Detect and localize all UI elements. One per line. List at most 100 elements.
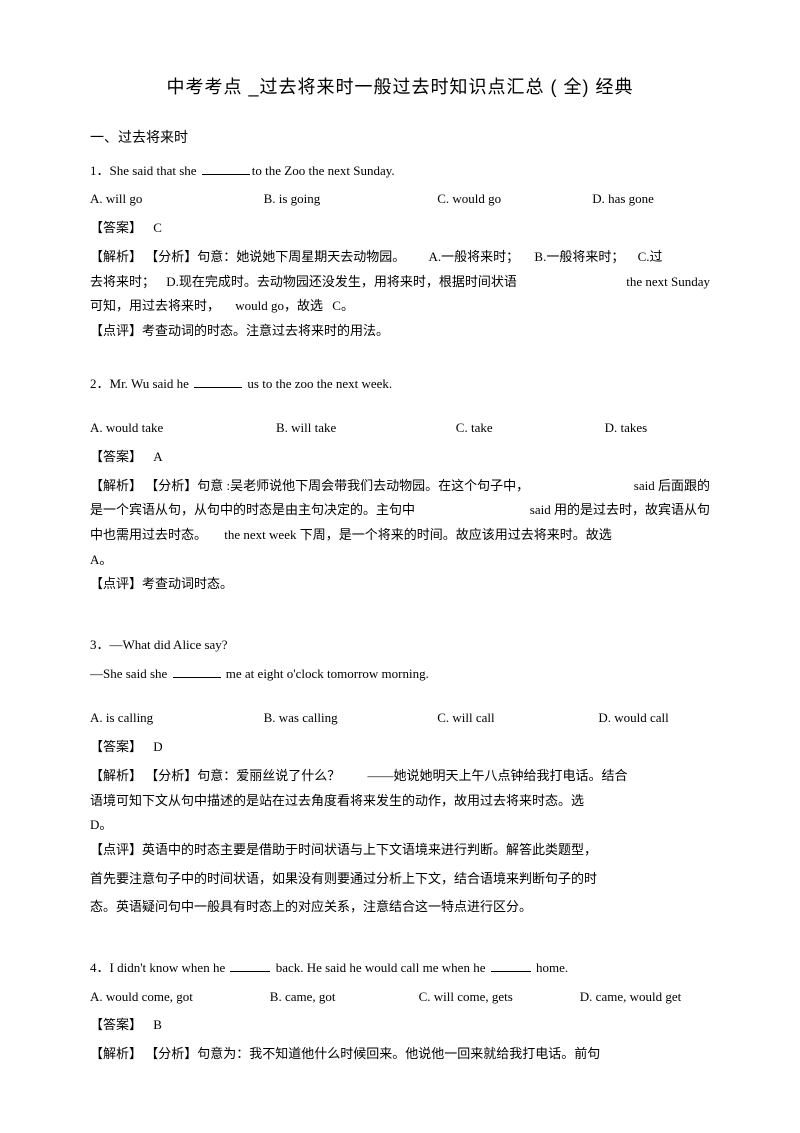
q2-text-a: Mr. Wu said he xyxy=(110,376,193,391)
q2-options: A. would take B. will take C. take D. ta… xyxy=(90,416,710,441)
page-title: 中考考点 _过去将来时一般过去时知识点汇总 ( 全) 经典 xyxy=(90,70,710,104)
q3-stem: 3．—What did Alice say? xyxy=(90,633,710,658)
q4-explanation: 【解析】 【分析】句意为：我不知道他什么时候回来。他说他一回来就给我打电话。前句 xyxy=(90,1042,710,1067)
q3-opt-c: C. will call xyxy=(437,706,598,731)
question-2: 2．Mr. Wu said he us to the zoo the next … xyxy=(90,372,710,598)
q1-explanation: 【解析】 【分析】句意：她说她下周星期天去动物园。 A.一般将来时； B.一般将… xyxy=(90,245,710,270)
q1-text-b: to the Zoo the next Sunday. xyxy=(252,163,395,178)
q1-exp-c: C.过 xyxy=(638,249,663,264)
q3-exp-a: ——她说她明天上午八点钟给我打电话。结合 xyxy=(368,768,628,783)
q1-answer-label: 【答案】 xyxy=(90,220,142,235)
q4-answer: 【答案】 B xyxy=(90,1013,710,1038)
q1-exp-line3: 可知，用过去将来时， would go，故选 C。 xyxy=(90,294,710,319)
q4-opt-d: D. came, would get xyxy=(580,985,681,1010)
q2-answer: 【答案】 A xyxy=(90,445,710,470)
q3-comment2: 首先要注意句子中的时间状语，如果没有则要通过分析上下文，结合语境来判断句子的时 xyxy=(90,867,710,892)
question-4: 4．I didn't know when he back. He said he… xyxy=(90,956,710,1067)
q2-exp-line4: A。 xyxy=(90,548,710,573)
q3-exp-line2: 语境可知下文从句中描述的是站在过去角度看将来发生的动作，故用过去将来时态。选 xyxy=(90,789,710,814)
q4-options: A. would come, got B. came, got C. will … xyxy=(90,985,710,1010)
q1-exp2a: 去将来时； xyxy=(90,274,155,289)
q2-exp-line2: 是一个宾语从句，从句中的时态是由主句决定的。主句中 said 用的是过去时，故宾… xyxy=(90,498,710,523)
q2-answer-value: A xyxy=(153,449,162,464)
q1-exp-line2: 去将来时； D.现在完成时。去动物园还没发生，用将来时，根据时间状语 the n… xyxy=(90,270,710,295)
q2-opt-c: C. take xyxy=(456,416,605,441)
q1-exp-b: B.一般将来时； xyxy=(534,249,624,264)
q2-answer-label: 【答案】 xyxy=(90,449,142,464)
q3-number: 3． xyxy=(90,637,110,652)
q1-exp3c: C。 xyxy=(332,298,354,313)
q2-exp-a: said 后面跟的 xyxy=(634,474,710,499)
q4-opt-a: A. would come, got xyxy=(90,985,270,1010)
q1-comment: 【点评】考查动词的时态。注意过去将来时的用法。 xyxy=(90,319,710,344)
q2-text-b: us to the zoo the next week. xyxy=(244,376,392,391)
q1-answer-value: C xyxy=(153,220,162,235)
q1-stem: 1．She said that she to the Zoo the next … xyxy=(90,159,710,184)
q4-opt-c: C. will come, gets xyxy=(419,985,580,1010)
q2-exp3b: the next week 下周，是一个将来的时间。故应该用过去将来时。故选 xyxy=(224,527,611,542)
q1-exp2b: D.现在完成时。去动物园还没发生，用将来时，根据时间状语 xyxy=(166,274,517,289)
q4-answer-value: B xyxy=(153,1017,162,1032)
q1-opt-c: C. would go xyxy=(437,187,592,212)
q4-number: 4． xyxy=(90,960,110,975)
q2-exp2b: said 用的是过去时，故宾语从句 xyxy=(530,498,710,523)
q2-blank xyxy=(194,376,242,388)
q2-opt-d: D. takes xyxy=(605,416,648,441)
q1-options: A. will go B. is going C. would go D. ha… xyxy=(90,187,710,212)
q3-answer-label: 【答案】 xyxy=(90,739,142,754)
q2-opt-a: A. would take xyxy=(90,416,276,441)
q3-explanation: 【解析】 【分析】句意：爱丽丝说了什么？ ——她说她明天上午八点钟给我打电话。结… xyxy=(90,764,710,789)
q3-line2a: —She said she xyxy=(90,666,171,681)
q2-stem: 2．Mr. Wu said he us to the zoo the next … xyxy=(90,372,710,397)
q3-answer: 【答案】 D xyxy=(90,735,710,760)
q3-options: A. is calling B. was calling C. will cal… xyxy=(90,706,710,731)
q1-text-a: She said that she xyxy=(110,163,200,178)
q3-blank xyxy=(173,666,221,678)
q4-text-b: back. He said he would call me when he xyxy=(272,960,488,975)
q4-exp-label: 【解析】 xyxy=(90,1046,142,1061)
q2-exp2a: 是一个宾语从句，从句中的时态是由主句决定的。主句中 xyxy=(90,498,415,523)
q1-opt-b: B. is going xyxy=(264,187,438,212)
q4-text-c: home. xyxy=(533,960,568,975)
q3-comment3: 态。英语疑问句中一般具有时态上的对应关系，注意结合这一特点进行区分。 xyxy=(90,895,710,920)
q3-opt-d: D. would call xyxy=(598,706,668,731)
section-heading: 一、过去将来时 xyxy=(90,126,710,153)
q2-explanation: 【解析】 【分析】句意 :吴老师说他下周会带我们去动物园。在这个句子中， sai… xyxy=(90,474,710,499)
q2-exp3a: 中也需用过去时态。 xyxy=(90,527,207,542)
q3-opt-a: A. is calling xyxy=(90,706,264,731)
q1-exp-a: A.一般将来时； xyxy=(429,249,520,264)
q3-opt-b: B. was calling xyxy=(264,706,438,731)
q3-exp-label: 【解析】 xyxy=(90,768,142,783)
q1-opt-a: A. will go xyxy=(90,187,264,212)
q1-exp3b: would go，故选 xyxy=(235,298,323,313)
q3-line2b: me at eight o'clock tomorrow morning. xyxy=(223,666,429,681)
q4-opt-b: B. came, got xyxy=(270,985,419,1010)
q4-exp-sub: 【分析】句意为：我不知道他什么时候回来。他说他一回来就给我打电话。前句 xyxy=(145,1046,600,1061)
q2-number: 2． xyxy=(90,376,110,391)
q3-line2: —She said she me at eight o'clock tomorr… xyxy=(90,662,710,687)
q2-exp-sub: 【分析】句意 :吴老师说他下周会带我们去动物园。在这个句子中， xyxy=(145,478,529,493)
q1-exp3a: 可知，用过去将来时， xyxy=(90,298,220,313)
q1-opt-d: D. has gone xyxy=(592,187,654,212)
q1-blank xyxy=(202,163,250,175)
q4-answer-label: 【答案】 xyxy=(90,1017,142,1032)
q4-stem: 4．I didn't know when he back. He said he… xyxy=(90,956,710,981)
question-1: 1．She said that she to the Zoo the next … xyxy=(90,159,710,344)
q2-comment: 【点评】考查动词时态。 xyxy=(90,572,710,597)
question-3: 3．—What did Alice say? —She said she me … xyxy=(90,633,710,920)
q3-comment: 【点评】英语中的时态主要是借助于时间状语与上下文语境来进行判断。解答此类题型， xyxy=(90,838,710,863)
q1-exp2c: the next Sunday xyxy=(626,270,710,295)
q3-exp-line3: D。 xyxy=(90,813,710,838)
q3-answer-value: D xyxy=(153,739,162,754)
q2-exp-label: 【解析】 xyxy=(90,478,142,493)
q2-opt-b: B. will take xyxy=(276,416,456,441)
q3-exp-sub: 【分析】句意：爱丽丝说了什么？ xyxy=(145,768,340,783)
q1-number: 1． xyxy=(90,163,110,178)
q3-text: —What did Alice say? xyxy=(110,637,228,652)
q4-blank2 xyxy=(491,960,531,972)
q2-exp-line3: 中也需用过去时态。 the next week 下周，是一个将来的时间。故应该用… xyxy=(90,523,710,548)
q4-text-a: I didn't know when he xyxy=(110,960,229,975)
q1-exp-sub: 【分析】句意：她说她下周星期天去动物园。 xyxy=(145,249,405,264)
q1-exp-label: 【解析】 xyxy=(90,249,142,264)
q1-answer: 【答案】 C xyxy=(90,216,710,241)
